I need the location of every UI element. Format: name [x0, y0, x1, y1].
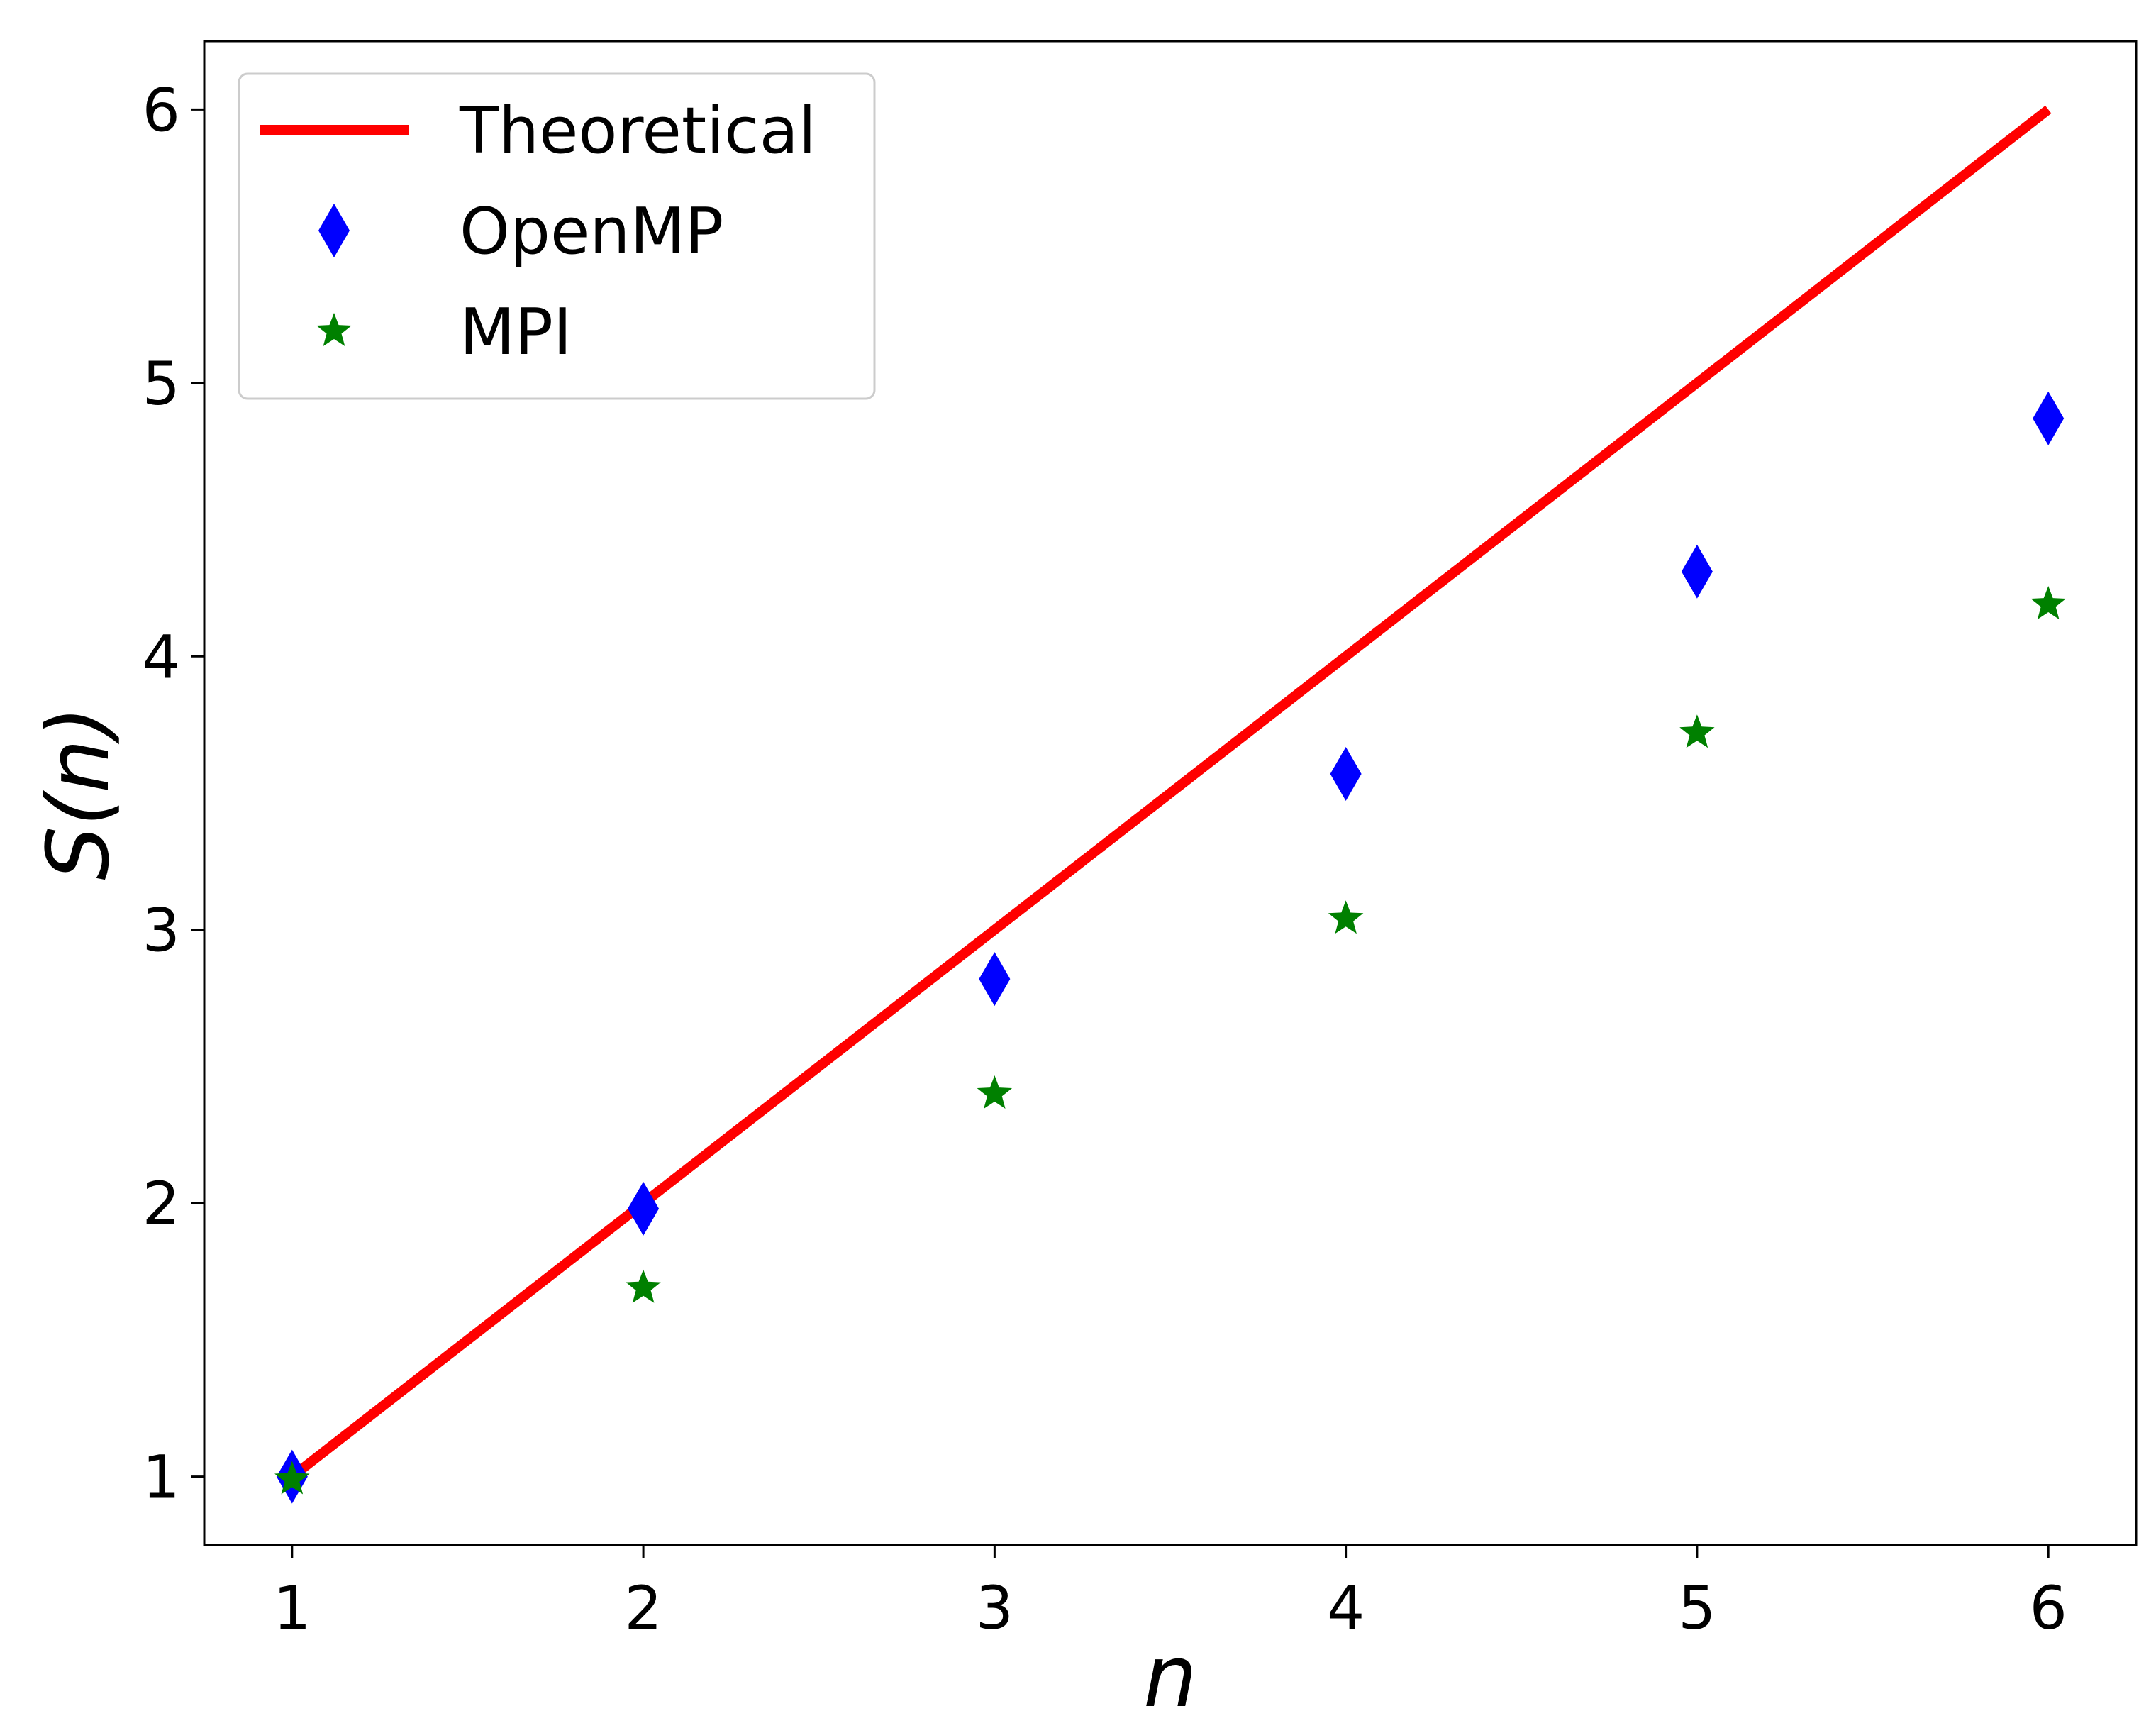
y-tick-label: 4: [143, 622, 180, 692]
series-line-theoretical: [289, 105, 2052, 1481]
legend: Theoretical OpenMP MPI: [238, 72, 876, 400]
series-layer: [274, 105, 2066, 1504]
legend-swatch-openmp: [318, 204, 350, 257]
mpi-point: [274, 1461, 310, 1495]
y-tick-label: 1: [143, 1443, 180, 1512]
openmp-point: [1681, 544, 1713, 599]
y-tick-label: 3: [143, 896, 180, 965]
openmp-point: [2033, 391, 2065, 445]
x-tick-label: 2: [624, 1573, 662, 1643]
y-axis-ticks: 1 2 3 4 5 6: [143, 75, 204, 1512]
x-tick-label: 6: [2029, 1573, 2067, 1643]
mpi-point: [2030, 586, 2066, 620]
y-tick-label: 5: [143, 349, 180, 419]
x-tick-label: 4: [1327, 1573, 1365, 1643]
mpi-point: [977, 1075, 1013, 1109]
legend-label: Theoretical: [459, 94, 816, 168]
legend-label: OpenMP: [460, 194, 723, 269]
y-tick-label: 6: [143, 75, 180, 145]
legend-swatch-mpi: [316, 313, 352, 346]
openmp-point: [979, 952, 1011, 1007]
y-axis-label: S(n): [30, 706, 128, 880]
x-tick-label: 3: [976, 1573, 1013, 1643]
x-axis-ticks: 1 2 3 4 5 6: [273, 1545, 2067, 1643]
x-tick-label: 5: [1678, 1573, 1716, 1643]
legend-box: [238, 72, 876, 400]
mpi-point: [1679, 714, 1715, 748]
x-tick-label: 1: [273, 1573, 311, 1643]
legend-label: MPI: [460, 295, 572, 370]
x-axis-label: n: [1143, 1628, 1197, 1727]
openmp-point: [628, 1181, 660, 1236]
mpi-point: [1328, 900, 1364, 934]
y-tick-label: 2: [143, 1169, 180, 1239]
plot-frame: [203, 40, 2138, 1546]
openmp-point: [1330, 747, 1362, 802]
mpi-point: [626, 1269, 661, 1303]
